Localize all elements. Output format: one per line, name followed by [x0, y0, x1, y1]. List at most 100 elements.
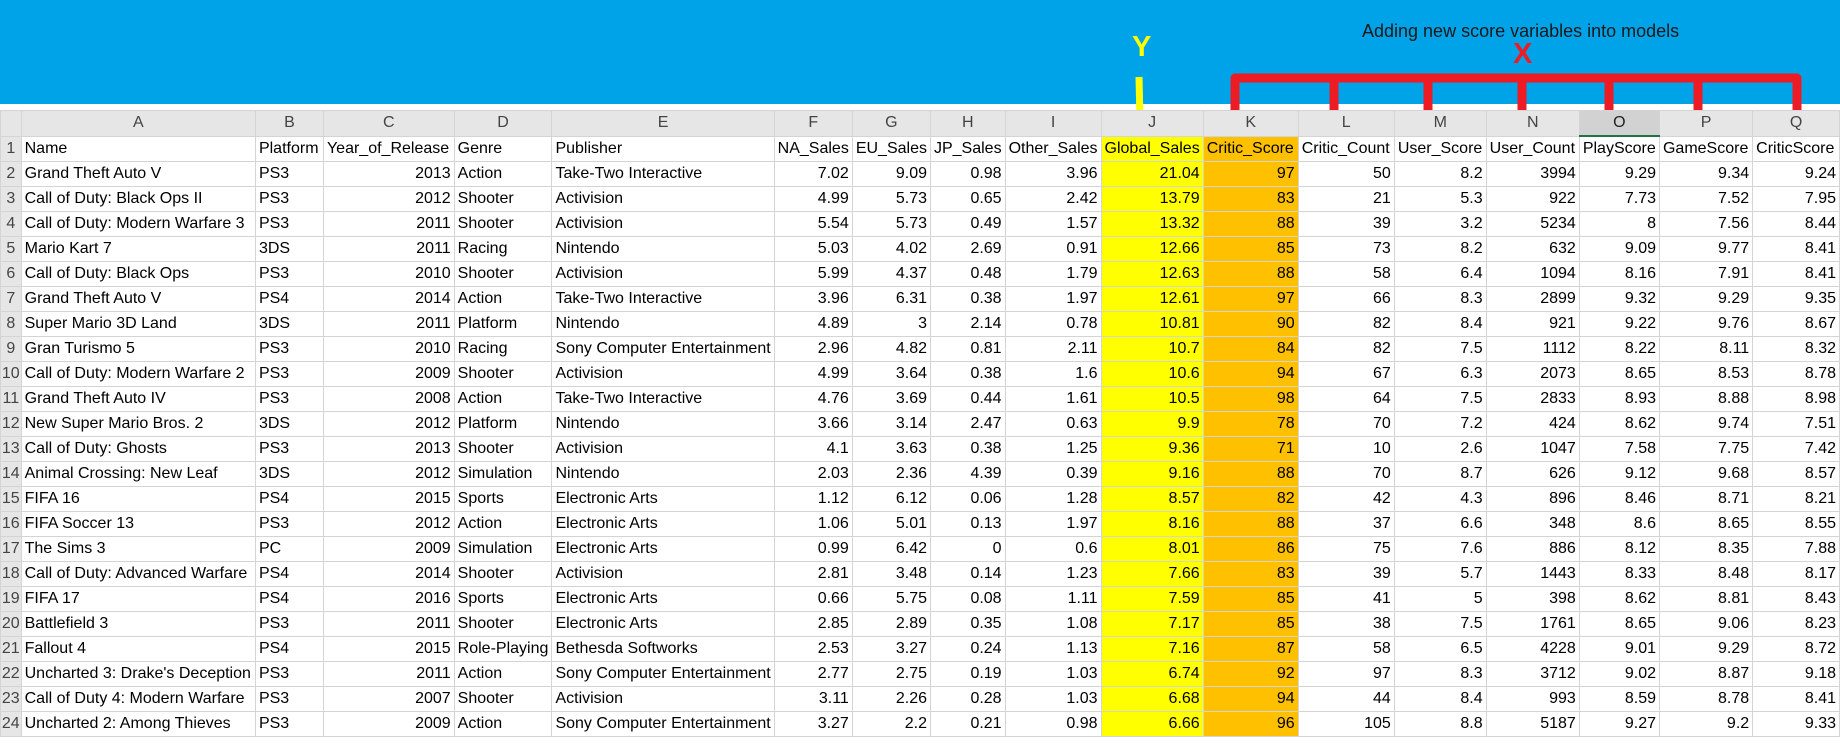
row-header[interactable]: 6 [0, 261, 22, 287]
cell[interactable]: 8.67 [1752, 311, 1840, 337]
cell[interactable]: 2015 [322, 636, 455, 662]
cell[interactable]: 8.44 [1752, 211, 1840, 237]
cell[interactable]: 83 [1202, 561, 1299, 587]
cell[interactable]: 348 [1485, 511, 1580, 537]
cell[interactable]: PS3 [254, 261, 324, 287]
cell[interactable]: Call of Duty: Modern Warfare 3 [20, 211, 256, 237]
cell[interactable]: 6.68 [1100, 686, 1204, 712]
cell[interactable]: 4.82 [851, 336, 931, 362]
cell[interactable]: Action [453, 386, 553, 412]
cell[interactable]: 9.77 [1658, 236, 1754, 262]
cell[interactable]: 5 [1393, 586, 1487, 612]
cell[interactable]: 97 [1297, 661, 1395, 687]
cell[interactable]: PS3 [254, 386, 324, 412]
cell[interactable]: 3DS [254, 461, 324, 487]
cell[interactable]: 1.23 [1004, 561, 1102, 587]
cell[interactable]: Action [453, 661, 553, 687]
row-header[interactable]: 8 [0, 311, 22, 337]
cell[interactable]: 4.37 [851, 261, 931, 287]
cell[interactable]: 8.72 [1752, 636, 1840, 662]
cell[interactable]: 2.26 [851, 686, 931, 712]
header-cell[interactable]: GameScore [1658, 135, 1754, 162]
cell[interactable]: 8.12 [1578, 536, 1660, 562]
cell[interactable]: 10.6 [1100, 361, 1204, 387]
cell[interactable]: 0.44 [929, 386, 1006, 412]
cell[interactable]: Platform [453, 311, 553, 337]
cell[interactable]: 2.2 [851, 711, 931, 737]
cell[interactable]: 3.27 [851, 636, 931, 662]
cell[interactable]: 38 [1297, 611, 1395, 637]
cell[interactable]: 8.16 [1100, 511, 1204, 537]
cell[interactable]: 90 [1202, 311, 1299, 337]
cell[interactable]: 2009 [322, 711, 455, 737]
cell[interactable]: 88 [1202, 211, 1299, 237]
row-header[interactable]: 9 [0, 336, 22, 362]
cell[interactable]: PC [254, 536, 324, 562]
cell[interactable]: Battlefield 3 [20, 611, 256, 637]
cell[interactable]: FIFA 17 [20, 586, 256, 612]
cell[interactable]: 7.42 [1752, 436, 1840, 462]
cell[interactable]: 2011 [322, 661, 455, 687]
cell[interactable]: 2.03 [773, 461, 853, 487]
cell[interactable]: 1.03 [1004, 686, 1102, 712]
cell[interactable]: 8.01 [1100, 536, 1204, 562]
cell[interactable]: 7.51 [1752, 411, 1840, 437]
header-cell[interactable]: NA_Sales [773, 135, 853, 162]
column-header-n[interactable]: N [1485, 110, 1580, 137]
cell[interactable]: 0.19 [929, 661, 1006, 687]
cell[interactable]: 993 [1485, 686, 1580, 712]
cell[interactable]: PS3 [254, 661, 324, 687]
cell[interactable]: 8.57 [1752, 461, 1840, 487]
cell[interactable]: 2.14 [929, 311, 1006, 337]
cell[interactable]: 9.29 [1578, 161, 1660, 187]
cell[interactable]: 6.5 [1393, 636, 1487, 662]
header-cell[interactable]: Publisher [551, 135, 775, 162]
cell[interactable]: 3DS [254, 411, 324, 437]
cell[interactable]: 0.24 [929, 636, 1006, 662]
row-header[interactable]: 20 [0, 611, 22, 637]
cell[interactable]: 0.6 [1004, 536, 1102, 562]
cell[interactable]: 0.39 [1004, 461, 1102, 487]
cell[interactable]: 1.57 [1004, 211, 1102, 237]
cell[interactable]: 398 [1485, 586, 1580, 612]
cell[interactable]: 8.81 [1658, 586, 1754, 612]
cell[interactable]: Shooter [453, 686, 553, 712]
cell[interactable]: 84 [1202, 336, 1299, 362]
cell[interactable]: 0.28 [929, 686, 1006, 712]
cell[interactable]: 7.5 [1393, 386, 1487, 412]
cell[interactable]: Electronic Arts [551, 511, 775, 537]
cell[interactable]: 3.14 [851, 411, 931, 437]
cell[interactable]: 0.13 [929, 511, 1006, 537]
cell[interactable]: 8.71 [1658, 486, 1754, 512]
cell[interactable]: 8.98 [1752, 386, 1840, 412]
cell[interactable]: New Super Mario Bros. 2 [20, 411, 256, 437]
cell[interactable]: 0.06 [929, 486, 1006, 512]
cell[interactable]: 626 [1485, 461, 1580, 487]
cell[interactable]: Sony Computer Entertainment [551, 661, 775, 687]
cell[interactable]: 44 [1297, 686, 1395, 712]
cell[interactable]: 2073 [1485, 361, 1580, 387]
column-header-g[interactable]: G [851, 110, 931, 137]
cell[interactable]: Grand Theft Auto V [20, 161, 256, 187]
cell[interactable]: Nintendo [551, 236, 775, 262]
row-header[interactable]: 22 [0, 661, 22, 687]
cell[interactable]: Role-Playing [453, 636, 553, 662]
cell[interactable]: 8.22 [1578, 336, 1660, 362]
cell[interactable]: 13.32 [1100, 211, 1204, 237]
cell[interactable]: 8.35 [1658, 536, 1754, 562]
cell[interactable]: 9.32 [1578, 286, 1660, 312]
cell[interactable]: 2011 [322, 211, 455, 237]
cell[interactable]: 1112 [1485, 336, 1580, 362]
row-header[interactable]: 21 [0, 636, 22, 662]
column-header-a[interactable]: A [20, 110, 256, 137]
cell[interactable]: 4228 [1485, 636, 1580, 662]
cell[interactable]: 7.6 [1393, 536, 1487, 562]
cell[interactable]: Action [453, 511, 553, 537]
cell[interactable]: PS3 [254, 611, 324, 637]
cell[interactable]: 3.48 [851, 561, 931, 587]
cell[interactable]: Uncharted 3: Drake's Deception [20, 661, 256, 687]
cell[interactable]: 39 [1297, 561, 1395, 587]
cell[interactable]: 2.6 [1393, 436, 1487, 462]
cell[interactable]: 3712 [1485, 661, 1580, 687]
column-header-c[interactable]: C [322, 110, 455, 137]
